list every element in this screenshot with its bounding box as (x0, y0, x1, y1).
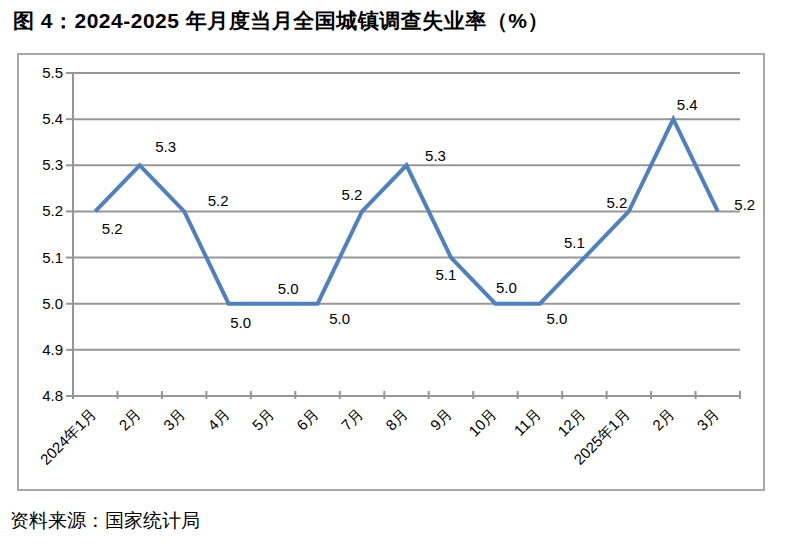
x-axis-label: 4月 (204, 405, 233, 434)
x-axis-label: 3月 (693, 405, 722, 434)
chart-title: 图 4：2024-2025 年月度当月全国城镇调查失业率（%） (13, 7, 549, 35)
x-axis-label: 11月 (510, 405, 544, 439)
y-axis-tick-label: 4.9 (42, 341, 63, 358)
data-point-label: 5.3 (425, 147, 446, 164)
data-point-label: 5.2 (102, 220, 123, 237)
data-point-label: 5.0 (546, 310, 567, 327)
source-note: 资料来源：国家统计局 (10, 508, 200, 534)
data-point-label: 5.0 (329, 310, 350, 327)
data-point-label: 5.3 (155, 138, 176, 155)
x-axis-label: 2月 (115, 405, 144, 434)
data-point-label: 5.0 (278, 280, 299, 297)
data-point-label: 5.4 (677, 96, 698, 113)
y-axis-tick-label: 5.1 (42, 249, 63, 266)
x-axis-label: 8月 (382, 405, 411, 434)
data-point-label: 5.0 (230, 314, 251, 331)
x-axis-label: 10月 (465, 405, 499, 439)
x-axis-label: 2024年1月 (37, 405, 100, 468)
data-point-label: 5.2 (606, 194, 627, 211)
x-axis-label: 3月 (160, 405, 189, 434)
y-axis-tick-label: 5.5 (42, 64, 63, 81)
x-axis-label: 2月 (649, 405, 678, 434)
x-axis-label: 7月 (338, 405, 367, 434)
data-point-label: 5.2 (342, 186, 363, 203)
y-axis-tick-label: 5.2 (42, 202, 63, 219)
x-axis-label: 5月 (249, 405, 278, 434)
y-axis-tick-label: 5.0 (42, 295, 63, 312)
data-point-label: 5.1 (436, 266, 457, 283)
x-axis-label: 9月 (427, 405, 456, 434)
y-axis-tick-label: 5.4 (42, 110, 63, 127)
unemployment-rate-line-chart: 4.8 4.9 5.0 5.1 5.2 5.3 5.4 5.5 5.2 5.3 5.2 5.0 5.0 5… (19, 55, 763, 489)
x-axis-label: 12月 (554, 405, 588, 439)
data-point-label: 5.2 (208, 192, 229, 209)
data-point-label: 5.0 (496, 279, 517, 296)
chart-area: 4.8 4.9 5.0 5.1 5.2 5.3 5.4 5.5 5.2 5.3 5.2 5.0 5.0 5… (17, 53, 765, 491)
y-axis-tick-label: 4.8 (42, 387, 63, 404)
y-axis-tick-label: 5.3 (42, 156, 63, 173)
data-point-label: 5.1 (564, 234, 585, 251)
x-axis-label: 6月 (293, 405, 322, 434)
data-point-label: 5.2 (734, 196, 755, 213)
